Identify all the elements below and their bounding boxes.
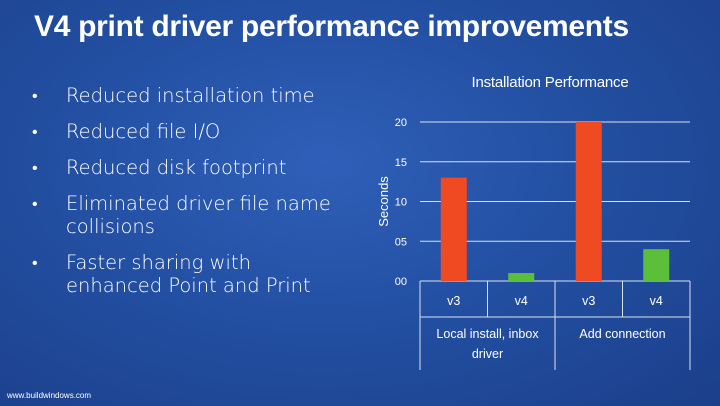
bullet-text: Reduced installation time xyxy=(66,84,315,107)
bullet-text: Reduced disk footprint xyxy=(66,156,287,179)
y-tick-label: 05 xyxy=(395,236,407,248)
bullet-dot: • xyxy=(32,253,38,272)
bullet-item: • Faster sharing with enhanced Point and … xyxy=(30,251,350,297)
y-tick-label: 15 xyxy=(395,157,407,169)
bullet-text: Faster sharing with enhanced Point and P… xyxy=(66,251,311,297)
bullet-dot: • xyxy=(32,122,38,141)
y-tick-label: 20 xyxy=(395,117,407,129)
bar xyxy=(440,177,467,281)
bullet-dot: • xyxy=(32,158,38,177)
bullet-item: • Reduced disk footprint xyxy=(30,156,350,179)
bullet-dot: • xyxy=(32,194,38,213)
bar xyxy=(575,122,602,281)
bullet-dot: • xyxy=(32,86,38,105)
bar xyxy=(508,273,535,281)
x-tick-label: v4 xyxy=(515,294,528,308)
bullet-item: • Reduced installation time xyxy=(30,84,350,107)
slide-title: V4 print driver performance improvements xyxy=(34,10,629,43)
group-label: driver xyxy=(472,347,503,361)
bullet-item: • Eliminated driver file name collisions xyxy=(30,192,350,238)
bar xyxy=(643,249,670,281)
y-tick-label: 10 xyxy=(395,197,407,209)
bullet-text: Eliminated driver file name collisions xyxy=(66,192,331,238)
chart-title: Installation Performance xyxy=(471,74,629,91)
bullet-item: • Reduced file I/O xyxy=(30,120,350,143)
footer-url: www.buildwindows.com xyxy=(7,391,92,400)
bullet-text: Reduced file I/O xyxy=(66,120,221,143)
x-tick-label: v3 xyxy=(447,294,460,308)
x-tick-label: v4 xyxy=(650,294,663,308)
y-tick-label: 00 xyxy=(395,276,407,288)
bullet-list: • Reduced installation time • Reduced file… xyxy=(30,84,350,310)
y-axis-label: Seconds xyxy=(376,176,391,227)
group-label: Local install, inbox xyxy=(436,327,539,341)
x-tick-label: v3 xyxy=(582,294,595,308)
group-label: Add connection xyxy=(579,327,665,341)
